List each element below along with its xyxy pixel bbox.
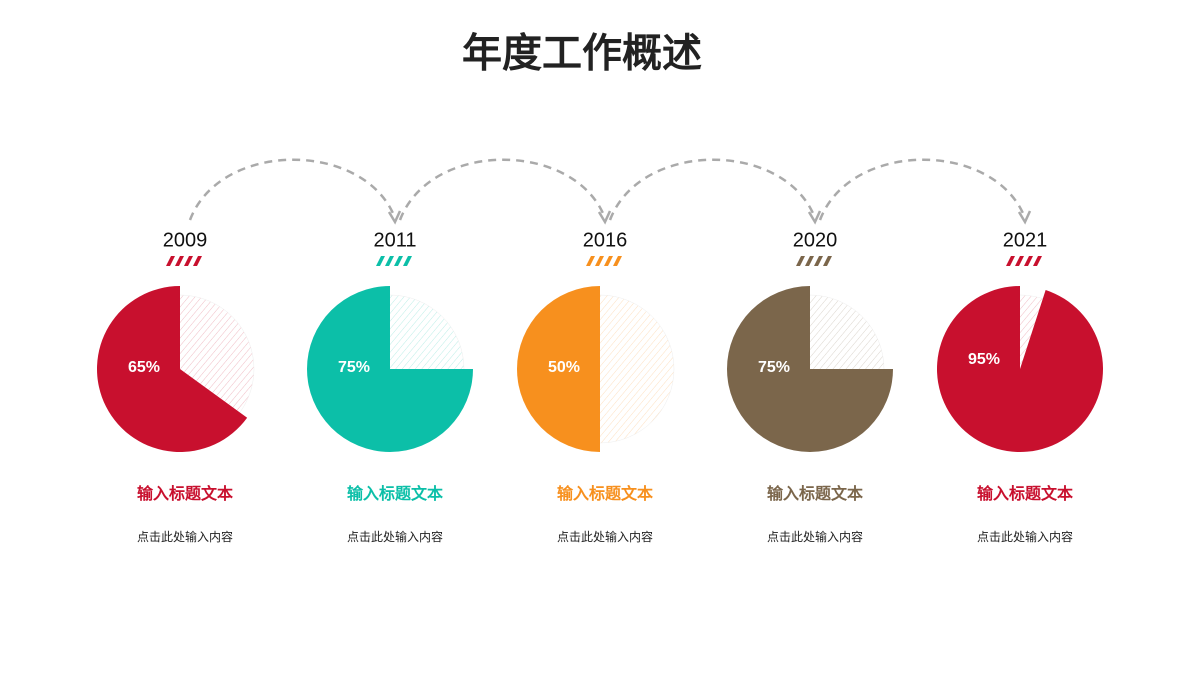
stripe — [613, 256, 622, 266]
item-note: 点击此处输入内容 — [557, 529, 653, 544]
item-heading: 输入标题文本 — [557, 484, 653, 503]
pie-slice — [936, 286, 1103, 452]
connector-arrow — [398, 158, 607, 221]
stripe — [1015, 256, 1024, 266]
value-label: 75% — [758, 359, 790, 376]
stripe — [403, 256, 412, 266]
year-label: 2011 — [373, 229, 416, 251]
stripe — [805, 256, 814, 266]
stripe — [604, 256, 613, 266]
stripe — [823, 256, 832, 266]
value-label: 95% — [968, 351, 1000, 368]
connector-arrow — [818, 158, 1027, 221]
page-title: 年度工作概述 — [462, 32, 702, 76]
stripe — [385, 256, 394, 266]
stripe — [394, 256, 403, 266]
stripe — [595, 256, 604, 266]
pie-slice — [517, 286, 600, 452]
item-heading: 输入标题文本 — [767, 484, 863, 503]
item-note: 点击此处输入内容 — [767, 529, 863, 544]
stripe — [1006, 256, 1015, 266]
item-heading: 输入标题文本 — [137, 484, 233, 503]
arrow-head — [807, 210, 822, 225]
arrow-head — [1017, 210, 1032, 225]
item-note: 点击此处输入内容 — [347, 529, 443, 544]
item-note: 点击此处输入内容 — [977, 529, 1073, 544]
item-note: 点击此处输入内容 — [137, 529, 233, 544]
connector-arrow — [608, 158, 817, 221]
year-label: 2020 — [793, 229, 838, 251]
stripe — [586, 256, 595, 266]
item-heading: 输入标题文本 — [977, 484, 1073, 503]
stripe — [184, 256, 193, 266]
stripe — [166, 256, 175, 266]
connector-arrow — [188, 158, 397, 221]
value-label: 50% — [548, 359, 580, 376]
stripe — [376, 256, 385, 266]
pie-slice — [307, 286, 473, 452]
pie-slice — [727, 286, 893, 452]
value-label: 75% — [338, 359, 370, 376]
stripe — [175, 256, 184, 266]
stripe — [1033, 256, 1042, 266]
stripe — [1024, 256, 1033, 266]
year-label: 2021 — [1003, 229, 1048, 251]
year-label: 2009 — [163, 229, 208, 251]
year-label: 2016 — [583, 229, 628, 251]
arrow-head — [387, 210, 402, 225]
stripe — [193, 256, 202, 266]
pie-slice — [96, 285, 248, 452]
stripe — [814, 256, 823, 266]
value-label: 65% — [128, 359, 160, 376]
stripe — [796, 256, 805, 266]
arrow-head — [597, 210, 612, 225]
item-heading: 输入标题文本 — [347, 484, 443, 503]
